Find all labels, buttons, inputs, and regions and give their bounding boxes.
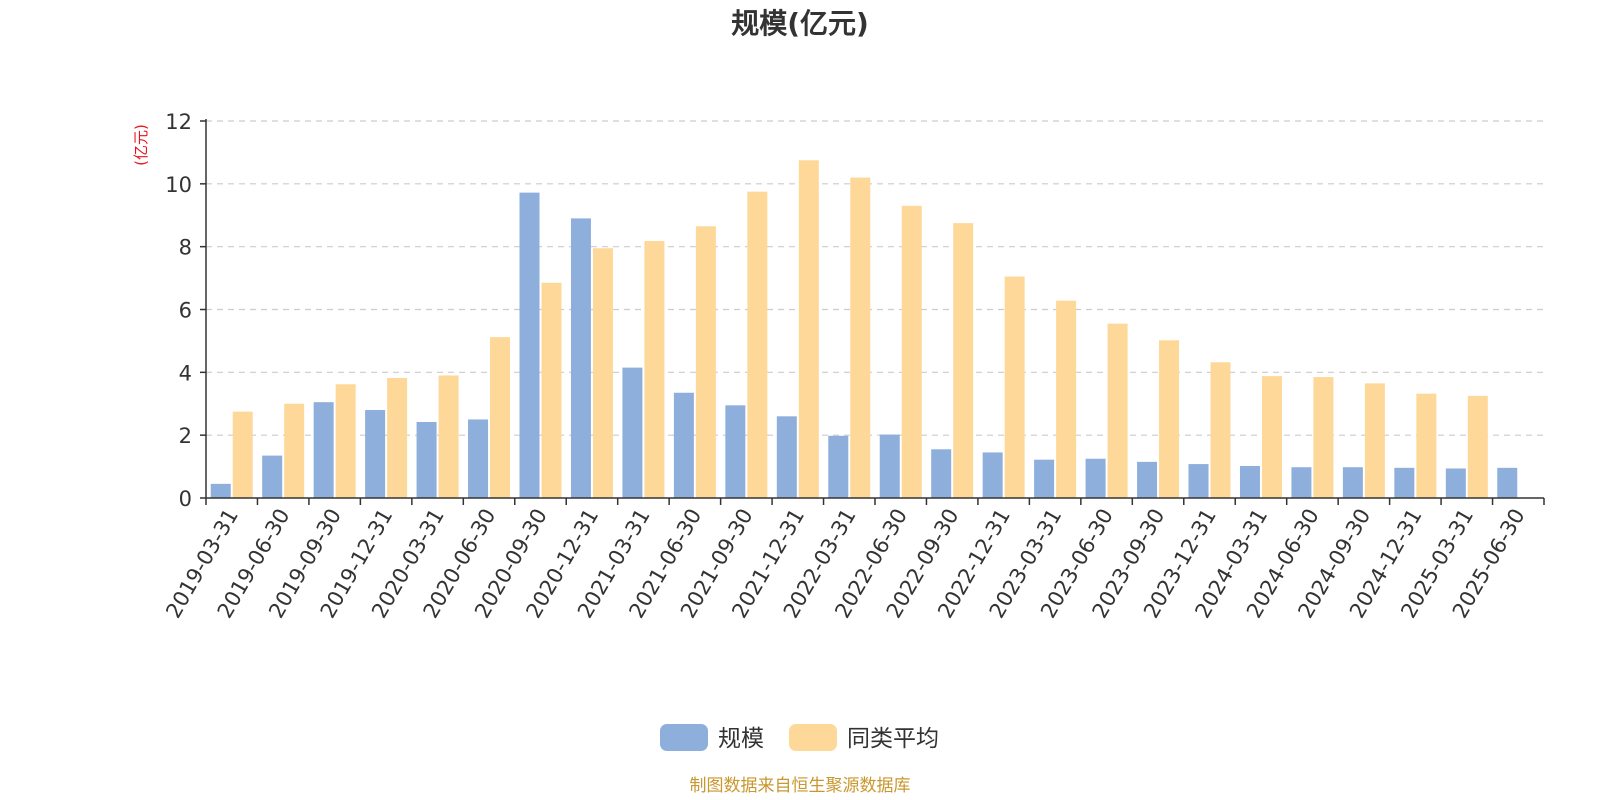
bar-scale (519, 192, 540, 498)
bar-scale (879, 434, 900, 498)
bar-scale (1394, 467, 1415, 498)
bar-scale (1085, 458, 1106, 498)
bars-group (210, 160, 1518, 499)
bar-scale (828, 435, 849, 498)
bar-scale (1291, 467, 1312, 498)
bar-scale (1137, 461, 1158, 498)
bar-scale (725, 405, 746, 498)
bar-peer-average (335, 384, 356, 498)
bar-peer-average (1056, 300, 1077, 498)
bar-peer-average (1261, 376, 1282, 498)
bar-scale (262, 455, 283, 498)
y-tick-label: 12 (165, 110, 192, 134)
bar-scale (1034, 459, 1055, 498)
bar-peer-average (1107, 323, 1128, 498)
bar-scale (931, 449, 952, 498)
bar-peer-average (438, 375, 459, 498)
bar-peer-average (232, 411, 253, 498)
bar-peer-average (1313, 377, 1334, 498)
y-tick-label: 10 (165, 173, 192, 197)
bar-scale (416, 421, 437, 498)
bar-scale (1239, 465, 1260, 498)
y-tick-label: 2 (179, 424, 192, 448)
bar-scale (1342, 467, 1363, 498)
y-axis: 0 2 4 6 8 10 12 (165, 110, 207, 511)
bar-peer-average (1467, 395, 1488, 498)
bar-peer-average (644, 241, 665, 499)
chart-title: 规模(亿元) (731, 7, 869, 40)
bar-scale (1497, 467, 1518, 498)
bar-scale (365, 410, 386, 498)
y-axis-unit-label: (亿元) (132, 124, 150, 166)
bar-peer-average (1364, 383, 1385, 498)
bar-peer-average (541, 282, 562, 498)
bar-scale (776, 416, 797, 498)
y-tick-label: 0 (179, 487, 192, 511)
bar-peer-average (798, 160, 819, 499)
bar-scale (673, 392, 694, 498)
bar-scale (210, 483, 231, 498)
bar-peer-average (284, 403, 305, 498)
bar-peer-average (490, 337, 511, 498)
y-tick-label: 4 (179, 361, 192, 385)
bar-scale (468, 419, 489, 498)
bar-peer-average (695, 226, 716, 498)
y-tick-label: 6 (179, 299, 192, 323)
y-tick-label: 8 (179, 236, 192, 260)
legend-label: 同类平均 (847, 726, 939, 752)
legend-swatch (660, 724, 708, 751)
bar-peer-average (747, 191, 768, 498)
bar-scale (313, 402, 334, 498)
bar-peer-average (1416, 393, 1437, 498)
bar-peer-average (850, 177, 871, 499)
bar-peer-average (1159, 340, 1180, 498)
bar-scale (1188, 464, 1209, 498)
bar-peer-average (387, 377, 408, 498)
bar-peer-average (1004, 276, 1025, 498)
legend-swatch (789, 724, 837, 751)
x-axis: 2019-03-312019-06-302019-09-302019-12-31… (161, 497, 1545, 622)
bar-scale (1445, 468, 1466, 498)
bar-peer-average (953, 223, 974, 498)
legend-label: 规模 (718, 726, 764, 752)
bar-peer-average (1210, 362, 1231, 498)
source-note: 制图数据来自恒生聚源数据库 (690, 776, 911, 796)
bar-scale (570, 218, 591, 498)
bar-peer-average (901, 205, 922, 498)
bar-peer-average (592, 248, 613, 498)
legend: 规模 同类平均 (660, 724, 939, 752)
bar-scale (622, 367, 643, 498)
bar-scale (982, 452, 1003, 498)
